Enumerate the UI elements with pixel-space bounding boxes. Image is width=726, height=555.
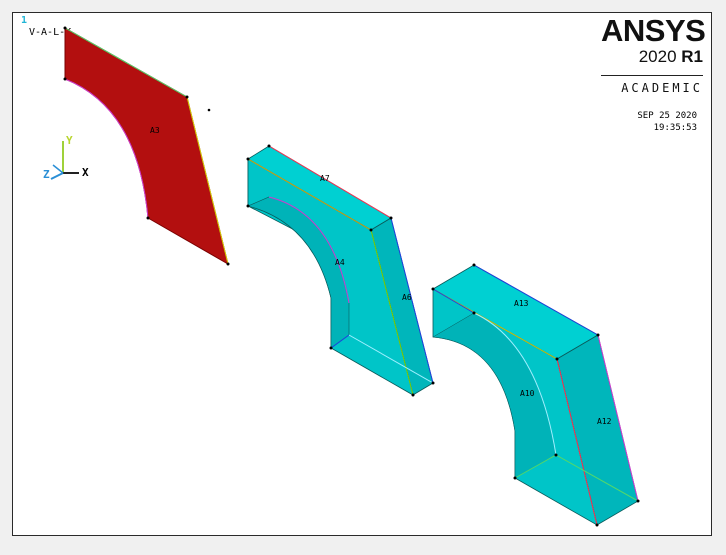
triad-label-z: Z bbox=[43, 168, 50, 181]
area-a3[interactable] bbox=[64, 27, 229, 266]
plot-date: SEP 25 2020 bbox=[637, 111, 697, 121]
volume-3[interactable] bbox=[432, 264, 639, 526]
triad-label-y: Y bbox=[66, 134, 73, 147]
ansys-logo-block: ANSYS 2020 R1 ACADEMIC bbox=[601, 13, 706, 95]
plot-title: V-A-L-K bbox=[29, 27, 72, 38]
ansys-version: 2020 R1 bbox=[601, 47, 703, 67]
area-label: A7 bbox=[320, 174, 330, 183]
area-label: A3 bbox=[150, 126, 160, 135]
area-label: A4 bbox=[335, 258, 345, 267]
brand-divider bbox=[601, 75, 703, 76]
ansys-edition: ACADEMIC bbox=[621, 81, 703, 95]
ansys-logo: ANSYS bbox=[601, 13, 706, 48]
area-label: A13 bbox=[514, 299, 529, 308]
coordinate-triad-icon: Y X Z bbox=[43, 134, 89, 181]
version-year: 2020 bbox=[638, 47, 677, 66]
keypoint bbox=[207, 108, 211, 112]
version-release: R1 bbox=[681, 47, 703, 66]
triad-label-x: X bbox=[82, 166, 89, 179]
window-number: 1 bbox=[21, 15, 28, 26]
volume-2[interactable] bbox=[247, 145, 434, 396]
graphics-viewport[interactable]: 1 V-A-L-K ANSYS 2020 R1 ACADEMIC SEP 25 … bbox=[12, 12, 712, 536]
area-label: A6 bbox=[402, 293, 412, 302]
model-canvas[interactable]: Y X Z bbox=[13, 13, 713, 537]
plot-time: 19:35:53 bbox=[653, 123, 697, 133]
area-label: A10 bbox=[520, 389, 535, 398]
keypoints bbox=[63, 26, 640, 527]
area-label: A12 bbox=[597, 417, 612, 426]
